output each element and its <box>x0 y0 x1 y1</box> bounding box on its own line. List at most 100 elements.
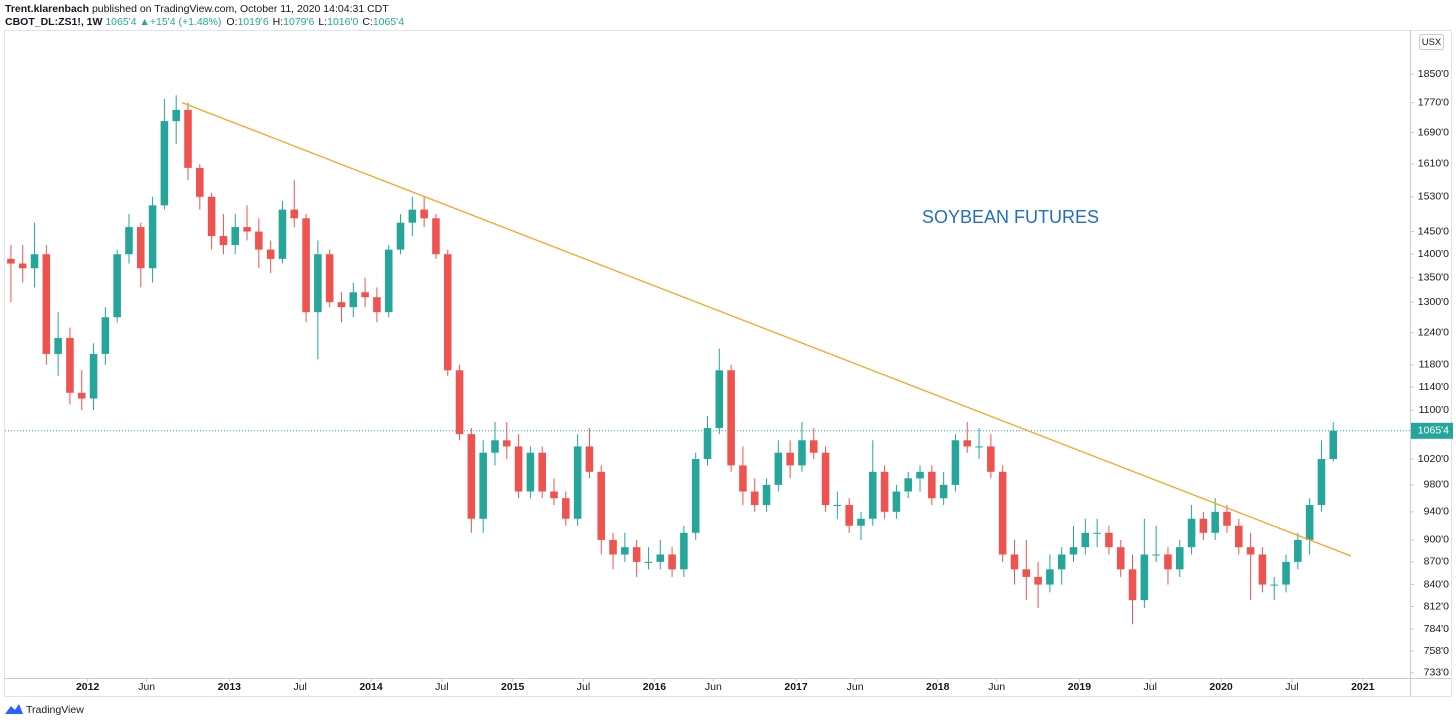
candle-body <box>314 254 322 313</box>
candle-body <box>1270 584 1279 586</box>
y-tick-label: 900'0 <box>1424 534 1450 546</box>
candle-body <box>538 452 546 492</box>
candle-body <box>526 452 535 492</box>
chart-frame <box>4 30 1452 697</box>
y-tick-label: 840'0 <box>1424 578 1450 590</box>
candle-body <box>680 532 688 570</box>
header-line-1: Trent.klarenbach published on TradingVie… <box>5 3 389 15</box>
y-tick-label: 784'0 <box>1424 623 1450 635</box>
candle-body <box>644 561 653 563</box>
candle-body <box>514 446 523 492</box>
x-tick-label: Jun <box>705 681 722 693</box>
y-tick-label: 1770'0 <box>1418 96 1449 108</box>
y-tick-label: 1180'0 <box>1419 359 1450 371</box>
candle-body <box>443 254 452 371</box>
candle-body <box>774 452 783 485</box>
footer-logo: TradingView <box>5 704 84 716</box>
candle-body <box>1305 504 1314 540</box>
candle-body <box>396 222 405 250</box>
footer-brand: TradingView <box>26 704 84 716</box>
candle-body <box>1246 547 1255 555</box>
candle-body <box>266 249 275 259</box>
y-tick-label: 1850'0 <box>1418 68 1449 80</box>
candle-body <box>609 539 617 555</box>
candle-body <box>101 317 110 354</box>
x-tick-label: 2017 <box>784 681 808 693</box>
last: 1065'4 <box>105 16 136 28</box>
candle-body <box>503 440 511 447</box>
candle-body <box>632 547 641 562</box>
candle-body <box>998 471 1007 555</box>
candle-body <box>384 249 393 313</box>
candle-body <box>975 446 983 448</box>
candle-body <box>172 109 180 122</box>
x-tick-label: 2020 <box>1209 681 1233 693</box>
candle-body <box>1282 561 1290 585</box>
candle-body <box>337 302 346 308</box>
ohlc-value: 1019'6 <box>237 16 268 28</box>
y-tick-label: 1350'0 <box>1418 272 1449 284</box>
candle-body <box>1034 576 1042 585</box>
y-tick-label: 870'0 <box>1424 556 1450 568</box>
y-tick-label: 1140'0 <box>1419 381 1450 393</box>
x-tick-label: Jul <box>1144 681 1157 693</box>
candle-body <box>916 471 924 479</box>
candle-body <box>928 471 936 499</box>
arrow: ▲ <box>139 16 149 28</box>
candle-body <box>845 504 853 526</box>
candle-body <box>562 498 570 519</box>
header-line-2: CBOT_DL:ZS1!, 1W 1065'4 ▲+15'4 (+1.48%) O… <box>5 16 404 28</box>
logo-icon <box>5 704 23 714</box>
candle-body <box>160 121 169 206</box>
trendline <box>181 101 1352 557</box>
candle-body <box>196 167 204 197</box>
last-price-label: 1065'4 <box>1418 425 1449 437</box>
candle-body <box>880 471 889 512</box>
candle-body <box>18 263 27 269</box>
x-tick-label: Jul <box>435 681 448 693</box>
x-tick-label: Jul <box>577 681 590 693</box>
y-tick-label: 1100'0 <box>1419 404 1450 416</box>
candle-body <box>1116 547 1125 570</box>
candle-body <box>939 484 948 499</box>
candle-body <box>361 292 369 298</box>
candle-body <box>1235 525 1243 548</box>
candle-body <box>325 254 334 303</box>
candle-body <box>833 504 842 506</box>
candle-body <box>585 446 594 472</box>
x-tick-label: Jun <box>847 681 864 693</box>
candle-body <box>656 554 665 562</box>
y-tick-label: 1690'0 <box>1418 126 1449 138</box>
candle-body <box>1069 547 1078 555</box>
y-tick-label: 812'0 <box>1424 600 1450 612</box>
author: Trent.klarenbach <box>5 3 89 15</box>
ohlc-value: 1079'6 <box>283 16 314 28</box>
candle-body <box>54 337 62 354</box>
ohlc-key: H: <box>273 16 284 28</box>
candle-body <box>219 236 228 246</box>
x-tick-label: 2019 <box>1068 681 1092 693</box>
candle-body <box>550 491 558 499</box>
candle-body <box>148 205 157 269</box>
candle-body <box>1329 430 1338 460</box>
candle-body <box>1057 554 1066 570</box>
candle-body <box>621 547 629 555</box>
candle-body <box>1317 459 1326 505</box>
last-price-box <box>1411 422 1453 439</box>
candle-body <box>1105 532 1113 548</box>
y-tick-label: 1530'0 <box>1418 191 1449 203</box>
candle-body <box>30 254 39 269</box>
candle-body <box>184 109 192 168</box>
candle-body <box>798 440 806 466</box>
ohlc-value: 1016'0 <box>327 16 358 28</box>
candle-body <box>762 484 771 505</box>
x-tick-label: 2015 <box>501 681 525 693</box>
candle-body <box>373 297 381 313</box>
candle-body <box>243 227 251 232</box>
change: +15'4 (+1.48%) <box>150 16 221 28</box>
candle-body <box>432 218 440 255</box>
x-tick-label: 2016 <box>643 681 667 693</box>
candle-body <box>89 353 98 399</box>
x-tick-label: Jun <box>138 681 155 693</box>
